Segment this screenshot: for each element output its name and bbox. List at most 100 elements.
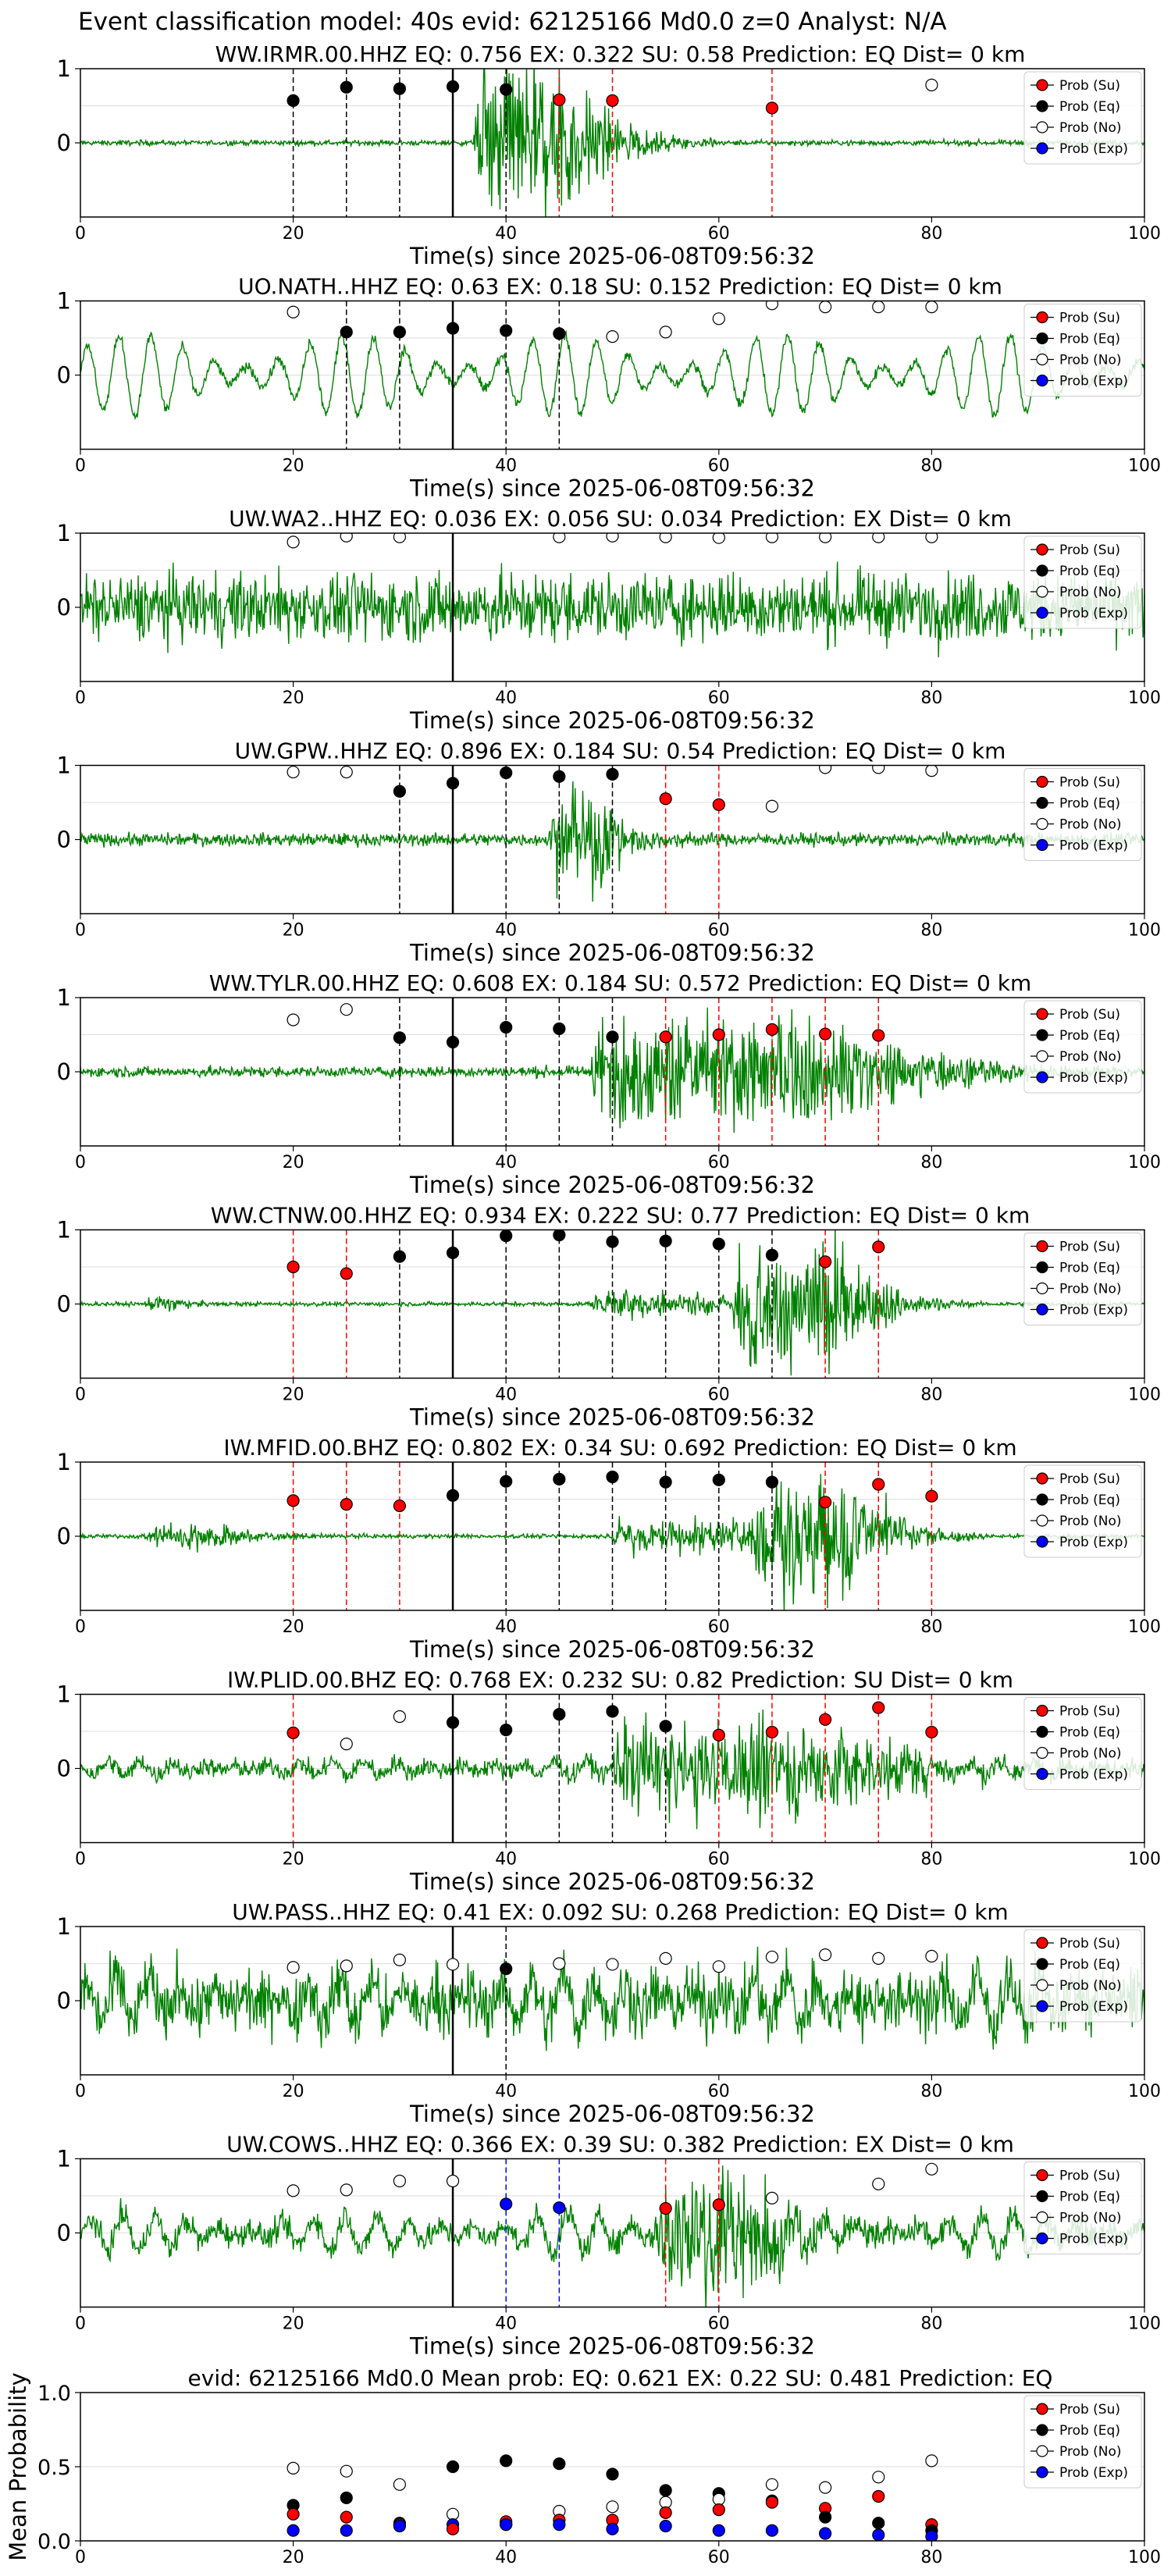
prob-point-eq <box>500 1475 513 1488</box>
x-tick-label: 0 <box>75 1617 86 1637</box>
panel-title: IW.MFID.00.BHZ EQ: 0.802 EX: 0.34 SU: 0.… <box>223 1435 1016 1461</box>
legend-label: Prob (Su) <box>1059 1240 1120 1255</box>
prob-point-su <box>818 1255 832 1268</box>
prob-point-su <box>340 1498 353 1511</box>
legend-marker-exp <box>1036 1071 1048 1083</box>
prob-point-no <box>287 305 300 318</box>
x-tick-label: 20 <box>283 2082 304 2101</box>
x-axis-label: Time(s) since 2025-06-08T09:56:32 <box>409 1636 815 1663</box>
legend-box <box>1023 2161 1142 2254</box>
panel-7: 0 20 40 60 80 100 0 1 IW.PLID.00.BHZ EQ: 0.768 E… <box>57 1667 1161 1895</box>
prob-point-no <box>818 1948 832 1962</box>
legend-label: Prob (Eq) <box>1059 1493 1120 1508</box>
prob-point-su <box>340 2510 353 2524</box>
legend-box <box>1023 1464 1142 1558</box>
prob-point-su <box>765 101 779 115</box>
x-tick-label: 60 <box>708 1386 730 1405</box>
legend-box <box>1023 71 1142 165</box>
x-tick-label: 100 <box>1128 1617 1161 1637</box>
x-tick-label: 0 <box>75 457 86 476</box>
prob-point-su <box>872 1701 885 1714</box>
prob-point-no <box>872 2177 885 2190</box>
legend-marker-eq <box>1036 1725 1048 1738</box>
legend-marker-su <box>1036 543 1048 556</box>
prob-point-exp <box>872 2528 885 2541</box>
prob-point-no <box>446 1958 460 1971</box>
legend-label: Prob (No) <box>1059 2211 1122 2226</box>
prob-point-no <box>925 2454 938 2467</box>
prob-point-su <box>287 2507 300 2521</box>
prob-point-eq <box>446 322 460 335</box>
prob-point-no <box>553 533 566 543</box>
y-tick-label: 0 <box>57 1291 71 1318</box>
prob-point-eq <box>393 1250 406 1263</box>
legend-box <box>1023 1233 1142 1325</box>
x-tick-label: 0 <box>75 224 86 244</box>
prob-point-eq <box>553 1708 566 1721</box>
legend-marker-no <box>1036 1050 1048 1062</box>
panel-title: WW.TYLR.00.HHZ EQ: 0.608 EX: 0.184 SU: 0… <box>209 970 1032 996</box>
prob-point-su <box>872 2489 885 2503</box>
prob-point-su <box>872 1029 885 1042</box>
legend-marker-exp <box>1036 2466 1048 2478</box>
prob-point-no <box>340 1959 353 1973</box>
prob-point-su <box>393 1499 406 1513</box>
prob-point-eq <box>446 80 460 93</box>
x-tick-label: 40 <box>495 457 517 476</box>
legend-label: Prob (No) <box>1059 120 1122 136</box>
legend-marker-su <box>1036 2403 1048 2415</box>
x-axis-label: Time(s) since 2025-06-08T09:56:32 <box>409 2333 815 2360</box>
prob-point-eq <box>500 1229 513 1243</box>
prob-point-su <box>287 1726 300 1739</box>
legend-marker-eq <box>1036 332 1048 345</box>
panel-title: UW.PASS..HHZ EQ: 0.41 EX: 0.092 SU: 0.26… <box>232 1899 1008 1925</box>
prob-point-su <box>712 1028 725 1041</box>
prob-point-no <box>393 2478 406 2491</box>
legend-label: Prob (Eq) <box>1059 1725 1120 1741</box>
y-tick-label: 1 <box>57 1913 71 1940</box>
legend-box <box>1023 304 1142 397</box>
prob-point-su <box>659 792 672 806</box>
prob-point-no <box>819 301 832 314</box>
legend: Prob (Su) Prob (Eq) Prob (No) Prob (Exp) <box>1023 1464 1142 1558</box>
prob-point-eq <box>393 326 406 339</box>
x-tick-label: 100 <box>1128 457 1161 476</box>
legend-label: Prob (Eq) <box>1059 332 1120 347</box>
prob-point-no <box>287 1961 300 1974</box>
prob-point-su <box>818 1027 832 1041</box>
panel-4: 0 20 40 60 80 100 0 1 WW.TYLR.00.HHZ EQ: 0.608 E… <box>57 970 1161 1198</box>
prob-point-eq <box>446 1035 460 1049</box>
prob-point-eq <box>500 1962 513 1976</box>
y-tick-label: 1 <box>57 1449 71 1475</box>
waveform <box>80 1709 1144 1830</box>
prob-point-no <box>393 1953 406 1966</box>
prob-point-eq <box>765 1475 779 1489</box>
panel-title: UW.WA2..HHZ EQ: 0.036 EX: 0.056 SU: 0.03… <box>229 506 1012 532</box>
y-tick-label: 0.5 <box>37 2456 71 2480</box>
prob-point-exp <box>340 2524 353 2537</box>
prob-point-no <box>765 2478 779 2491</box>
prob-point-no <box>340 1738 353 1751</box>
legend-label: Prob (Su) <box>1059 775 1120 791</box>
x-axis-label: Time(s) since 2025-06-08T09:56:32 <box>409 1869 815 1895</box>
prob-point-no <box>872 533 885 543</box>
prob-point-no <box>606 330 619 343</box>
legend-label: Prob (Exp) <box>1059 838 1128 854</box>
prob-point-su <box>659 2506 672 2519</box>
prob-point-exp <box>500 2197 513 2211</box>
x-tick-label: 100 <box>1128 1850 1161 1870</box>
prob-point-eq <box>500 2454 513 2467</box>
prob-point-su <box>287 1260 300 1274</box>
y-tick-label: 1 <box>57 1217 71 1244</box>
prob-point-eq <box>446 2460 460 2474</box>
prob-point-no <box>765 301 779 311</box>
legend-label: Prob (Su) <box>1059 1007 1120 1023</box>
x-tick-label: 20 <box>283 2314 304 2334</box>
legend-label: Prob (Exp) <box>1059 1999 1128 2015</box>
legend: Prob (Su) Prob (Eq) Prob (No) Prob (Exp) <box>1023 71 1142 165</box>
panel-title: WW.IRMR.00.HHZ EQ: 0.756 EX: 0.322 SU: 0… <box>215 41 1026 67</box>
x-tick-label: 80 <box>920 1153 942 1172</box>
prob-point-no <box>340 765 353 779</box>
waveform <box>80 329 1144 421</box>
